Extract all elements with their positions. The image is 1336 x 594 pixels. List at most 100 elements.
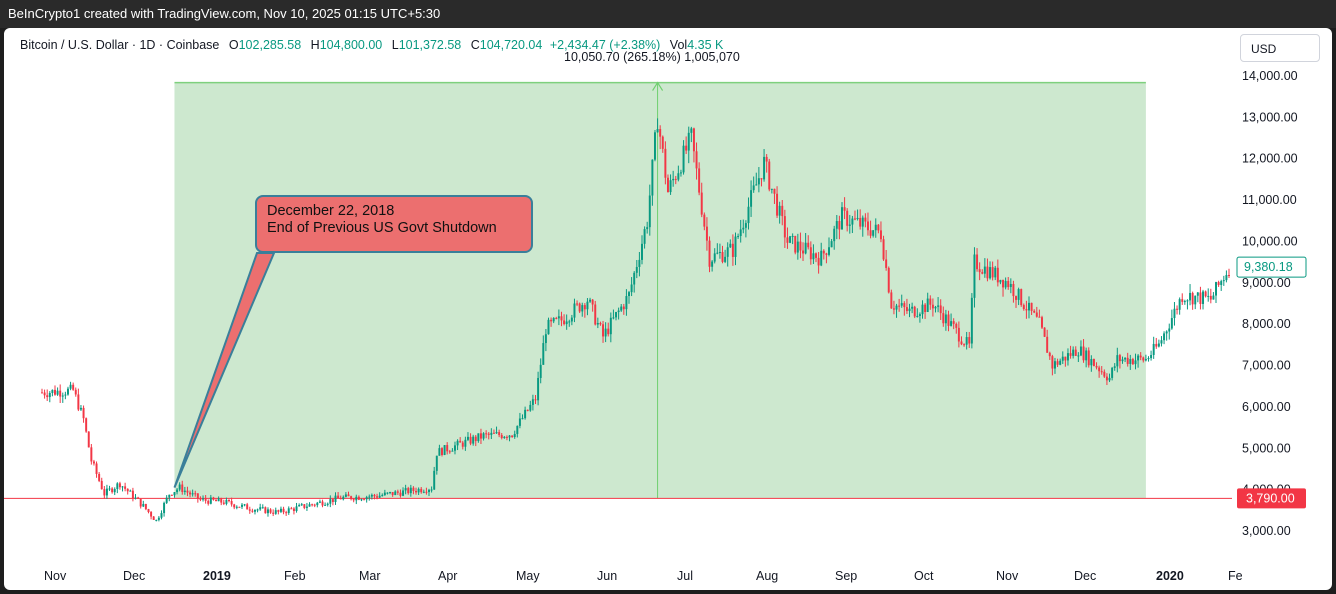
candle-body — [524, 409, 527, 419]
candle-body — [51, 389, 54, 393]
candle — [838, 215, 841, 240]
candle-body — [635, 266, 638, 273]
candle — [157, 516, 160, 522]
candle — [859, 209, 862, 230]
candle — [334, 492, 337, 505]
candle — [448, 449, 451, 454]
candle-body — [1017, 289, 1020, 300]
candle-body — [711, 261, 714, 267]
candle — [318, 499, 321, 504]
candle-body — [1041, 317, 1043, 328]
candle-body — [760, 178, 763, 180]
candle-body — [630, 284, 633, 293]
candle-body — [864, 217, 867, 222]
candle-body — [1098, 367, 1101, 372]
price-chart[interactable]: 3,000.004,000.005,000.006,000.007,000.00… — [4, 28, 1332, 590]
price-tick-label: 7,000.00 — [1242, 359, 1291, 373]
candle-body — [1183, 301, 1186, 303]
candle-body — [204, 498, 207, 501]
candle — [534, 395, 537, 405]
candle — [292, 507, 295, 515]
candle-body — [983, 266, 986, 274]
candle — [589, 297, 592, 303]
candle-body — [402, 490, 405, 496]
candle-body — [56, 390, 59, 395]
close-label: C — [470, 38, 480, 52]
symbol-name[interactable]: Bitcoin / U.S. Dollar · 1D · Coinbase — [20, 38, 220, 52]
candle — [843, 197, 846, 220]
candle-body — [1033, 310, 1036, 313]
candle-body — [812, 253, 815, 260]
candle — [1194, 295, 1197, 310]
candle-body — [370, 494, 373, 497]
time-axis[interactable]: Nov Dec 2019 Feb Mar Apr May Jun Jul Aug Sep Oct Nov… — [44, 569, 1243, 583]
candle — [1090, 355, 1093, 372]
candle-body — [269, 509, 272, 513]
candle-body — [620, 306, 623, 311]
candle — [947, 310, 950, 332]
candle-body — [430, 489, 433, 491]
candle — [963, 343, 966, 347]
candle — [243, 503, 246, 507]
candle — [755, 172, 758, 186]
candle — [965, 331, 968, 350]
candle-body — [615, 312, 618, 318]
currency-button[interactable]: USD — [1240, 34, 1320, 62]
measure-arrow-icon — [652, 81, 664, 91]
candle — [482, 432, 485, 441]
chart-frame[interactable]: 3,000.004,000.005,000.006,000.007,000.00… — [4, 28, 1332, 590]
candle-body — [622, 306, 625, 310]
candle — [853, 210, 856, 221]
candle — [817, 252, 820, 274]
candle-body — [828, 247, 830, 255]
candle — [804, 232, 807, 255]
candle — [368, 494, 371, 501]
candle — [246, 502, 249, 510]
annotation-callout[interactable]: December 22, 2018 End of Previous US Gov… — [255, 195, 533, 253]
candle-body — [653, 132, 656, 160]
candle — [765, 154, 768, 173]
candle — [1131, 357, 1134, 365]
candle-body — [633, 272, 636, 285]
candle-body — [347, 494, 350, 497]
candle — [105, 484, 108, 499]
candle-body — [1015, 296, 1018, 300]
candle-body — [526, 409, 529, 411]
candle-body — [994, 267, 997, 278]
candle — [604, 322, 607, 343]
candle-body — [318, 501, 321, 503]
candle — [1116, 347, 1119, 373]
candle-body — [256, 509, 259, 511]
candle-body — [1212, 295, 1215, 300]
candle — [396, 489, 399, 495]
candle — [1152, 336, 1155, 359]
candle — [633, 271, 636, 293]
candle — [1103, 369, 1106, 378]
candle — [386, 492, 389, 495]
candle-body — [781, 205, 784, 217]
candle — [929, 295, 932, 310]
candle — [898, 298, 901, 312]
candle — [924, 303, 927, 319]
candle — [729, 239, 732, 248]
candle-body — [999, 279, 1002, 283]
candle — [1108, 373, 1111, 383]
price-axis[interactable]: 3,000.004,000.005,000.006,000.007,000.00… — [1242, 69, 1298, 538]
candle — [885, 249, 888, 271]
candle — [1178, 297, 1181, 315]
candle — [1168, 323, 1171, 340]
candle-body — [264, 507, 267, 514]
candle — [285, 510, 288, 516]
candle-body — [666, 177, 669, 193]
candle-body — [1209, 295, 1212, 300]
candle — [869, 220, 872, 239]
candle — [651, 159, 654, 206]
candle — [321, 499, 324, 508]
candle — [1074, 346, 1077, 357]
candle-body — [661, 136, 664, 149]
candle — [95, 461, 98, 478]
top-bar: BeInCrypto1 created with TradingView.com… — [0, 0, 1336, 28]
candle — [215, 498, 218, 502]
candle-body — [90, 447, 93, 462]
candle — [495, 426, 498, 434]
